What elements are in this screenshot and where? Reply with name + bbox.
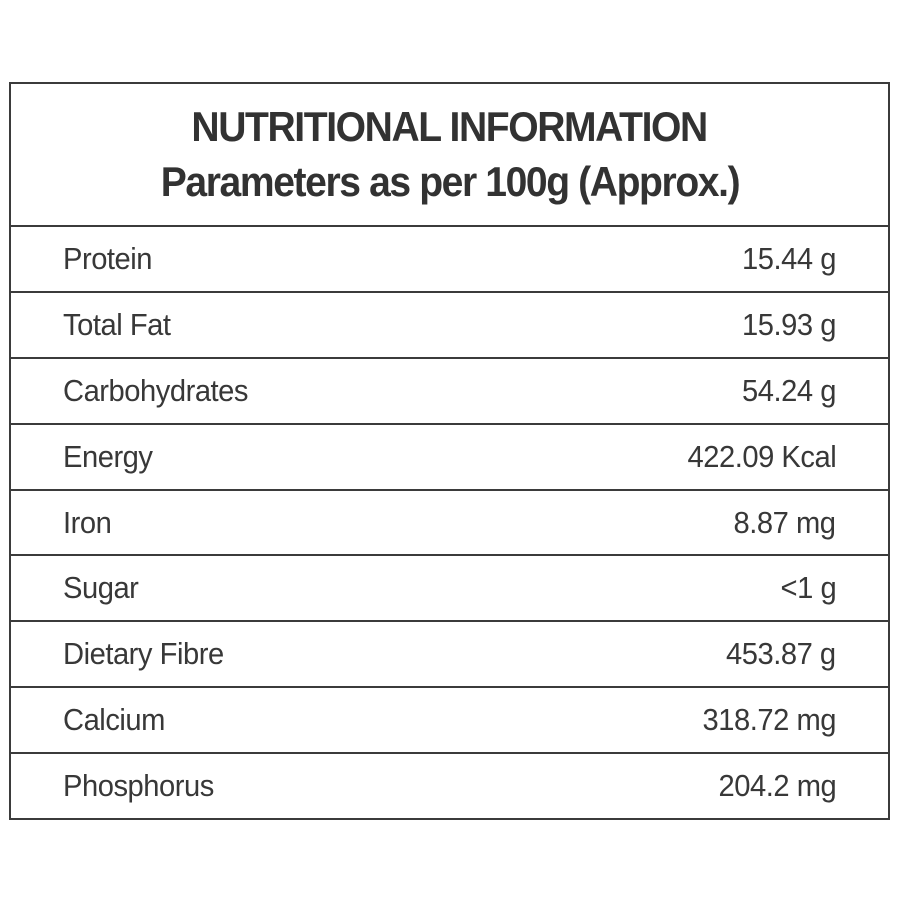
nutrient-value: <1 g: [780, 570, 836, 606]
nutrient-name: Carbohydrates: [63, 372, 249, 408]
nutrient-name: Iron: [63, 504, 112, 540]
table-row: Protein 15.44 g: [11, 227, 888, 291]
table-row: Calcium 318.72 mg: [11, 686, 888, 752]
nutrient-value: 453.87 g: [726, 636, 836, 672]
nutrient-name: Sugar: [63, 570, 139, 606]
table-row: Total Fat 15.93 g: [11, 290, 888, 357]
table-title: NUTRITIONAL INFORMATION: [191, 102, 709, 150]
nutrient-name: Total Fat: [63, 306, 171, 342]
nutrient-value: 422.09 Kcal: [687, 438, 836, 474]
table-row: Dietary Fibre 453.87 g: [11, 620, 888, 686]
table-subtitle: Parameters as per 100g (Approx.): [160, 157, 740, 205]
nutrient-value: 15.93 g: [742, 306, 836, 342]
nutrient-value: 54.24 g: [742, 372, 836, 408]
table-row: Iron 8.87 mg: [11, 488, 888, 555]
table-body: Protein 15.44 g Total Fat 15.93 g Carboh…: [11, 227, 888, 818]
table-row: Energy 422.09 Kcal: [11, 422, 888, 489]
nutrient-name: Phosphorus: [63, 768, 214, 804]
nutrient-name: Protein: [63, 240, 153, 276]
table-row: Carbohydrates 54.24 g: [11, 356, 888, 423]
nutrient-name: Calcium: [63, 702, 165, 738]
nutrient-value: 15.44 g: [742, 240, 836, 276]
nutrient-value: 204.2 mg: [718, 768, 836, 804]
nutrient-name: Dietary Fibre: [63, 636, 224, 672]
table-header: NUTRITIONAL INFORMATION Parameters as pe…: [11, 84, 888, 227]
table-row: Phosphorus 204.2 mg: [11, 752, 888, 818]
nutrient-value: 318.72 mg: [702, 702, 837, 738]
nutrient-name: Energy: [63, 438, 153, 474]
table-row: Sugar <1 g: [11, 554, 888, 620]
nutrient-value: 8.87 mg: [733, 504, 836, 540]
nutrition-facts-table: NUTRITIONAL INFORMATION Parameters as pe…: [9, 82, 890, 820]
